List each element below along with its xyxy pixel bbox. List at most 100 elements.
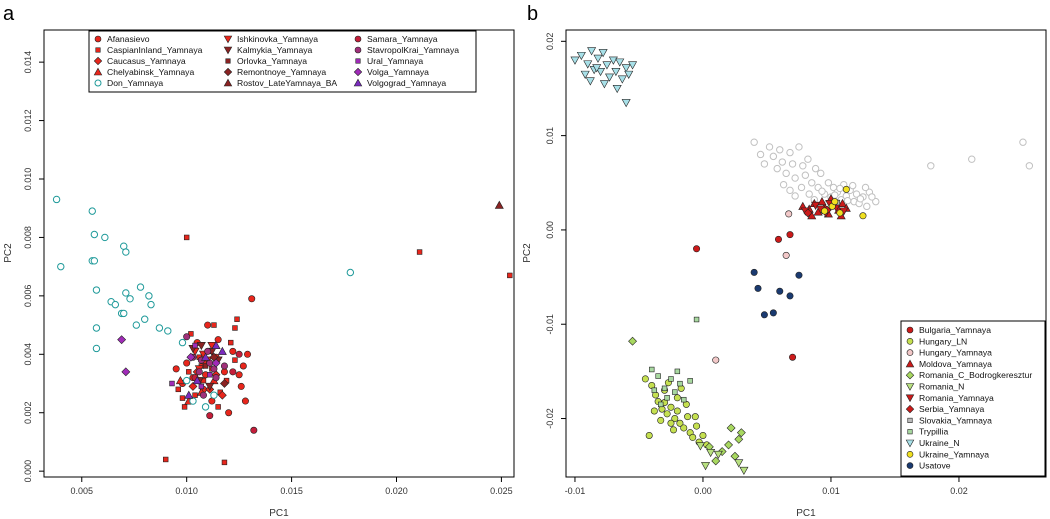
panel-a-ytick-label: 0.014	[23, 51, 33, 74]
point-don-yamnaya	[57, 262, 65, 271]
point-ukraine-n	[617, 75, 627, 84]
point-volgograd-yamnaya	[217, 346, 227, 355]
point-caspianinland-yamnaya	[211, 322, 217, 328]
point-don-yamnaya	[122, 248, 130, 256]
legend-label-volgograd-yamnaya: Volgograd_Yamnaya	[367, 78, 446, 88]
point-background	[849, 181, 857, 190]
point-volgograd-yamnaya	[211, 340, 221, 350]
point-hungary-ln	[663, 410, 671, 418]
point-background	[786, 186, 794, 195]
panel-b-ytick-label: 0.01	[545, 127, 555, 145]
legend-label-volga-yamnaya: Volga_Yamnaya	[367, 67, 429, 77]
point-ukraine-yamnaya	[831, 198, 839, 206]
point-background	[788, 160, 797, 168]
point-ural-yamnaya	[207, 372, 213, 378]
point-samara-yamnaya	[229, 368, 237, 376]
point-background	[778, 158, 787, 166]
point-caspianinland-yamnaya	[221, 459, 228, 466]
point-rostov-lateyamnaya-ba	[494, 200, 504, 209]
point-don-yamnaya	[111, 300, 120, 309]
point-ukraine-n	[576, 51, 586, 61]
point-ukraine-n	[583, 60, 593, 69]
point-don-yamnaya	[141, 315, 149, 323]
point-background	[818, 187, 826, 195]
point-afanasievo	[172, 365, 180, 373]
point-background	[817, 169, 825, 178]
legend-label-ishkinovka-yamnaya: Ishkinovka_Yamnaya	[237, 34, 318, 44]
point-background	[811, 164, 820, 173]
point-usatove	[760, 311, 768, 319]
legend-label-hungary-yamnaya: Hungary_Yamnaya	[919, 348, 992, 358]
point-don-yamnaya	[147, 300, 155, 309]
point-background	[786, 148, 794, 157]
legend-marker-ural-yamnaya	[355, 58, 361, 64]
point-romania-c-bodrogkeresztur	[736, 428, 746, 438]
point-caspianinland-yamnaya	[215, 404, 221, 410]
point-ukraine-n	[621, 99, 631, 108]
point-stavropolkrai-yamnaya	[199, 391, 207, 399]
legend-marker-serbia-yamnaya	[905, 404, 915, 414]
legend-marker-orlovka-yamnaya	[225, 58, 231, 64]
point-don-yamnaya	[210, 391, 218, 399]
point-usatove	[795, 271, 803, 279]
point-don-yamnaya	[155, 324, 164, 332]
point-volga-yamnaya	[117, 335, 127, 345]
legend-label-ural-yamnaya: Ural_Yamnaya	[367, 56, 423, 66]
panel-b-ytick-label: -0.02	[545, 408, 555, 429]
legend-marker-samara-yamnaya	[354, 35, 362, 43]
point-caspianinland-yamnaya	[181, 404, 188, 410]
point-don-yamnaya	[101, 233, 109, 242]
panel-a-legend-box	[88, 30, 477, 93]
point-ukraine-n	[628, 61, 638, 70]
point-chelyabinsk-yamnaya	[175, 375, 185, 385]
point-don-yamnaya	[92, 286, 101, 294]
legend-marker-kalmykia-yamnaya	[223, 46, 233, 55]
panel-a: a 0.005 0.010 0.015 0.020 0.0250.0000.0020.0…	[3, 3, 515, 519]
point-trypillia	[661, 385, 668, 392]
legend-label-moldova-yamnaya: Moldova_Yamnaya	[919, 359, 992, 369]
point-romania-n	[695, 442, 705, 451]
legend-marker-caspianinland-yamnaya	[95, 47, 101, 53]
legend-marker-ishkinovka-yamnaya	[223, 35, 233, 44]
point-afanasievo	[204, 321, 212, 329]
panel-b-ylabel: PC2	[522, 243, 533, 263]
point-trypillia	[649, 366, 655, 373]
point-bulgaria-yamnaya	[774, 235, 782, 243]
point-don-yamnaya	[126, 295, 134, 303]
point-trypillia	[655, 373, 661, 379]
point-hungary-ln	[650, 407, 658, 415]
point-don-yamnaya	[120, 309, 128, 318]
point-caucasus-yamnaya	[217, 390, 227, 400]
panel-a-ytick-label: 0.006	[23, 285, 33, 308]
point-background	[760, 160, 769, 168]
point-hungary-ln	[667, 419, 675, 427]
point-background	[765, 143, 774, 151]
legend-label-samara-yamnaya: Samara_Yamnaya	[367, 34, 438, 44]
point-ukraine-n	[612, 84, 622, 94]
point-hungary-ln	[657, 416, 665, 424]
point-don-yamnaya	[88, 207, 96, 215]
legend-marker-romania-n	[905, 383, 915, 391]
panel-a-ytick-label: 0.000	[23, 460, 33, 483]
legend-label-caucasus-yamnaya: Caucasus_Yamnaya	[107, 56, 186, 66]
legend-marker-volga-yamnaya	[353, 67, 363, 77]
point-background	[852, 190, 861, 198]
panel-a-ytick-label: 0.004	[23, 343, 33, 366]
point-usatove	[754, 284, 762, 292]
point-ukraine-n	[624, 70, 634, 79]
point-trypillia	[664, 395, 670, 401]
point-background	[836, 184, 844, 193]
point-volgograd-yamnaya	[201, 352, 211, 361]
point-caspianinland-yamnaya	[183, 234, 190, 241]
point-don-yamnaya	[164, 327, 172, 335]
legend-label-romania-yamnaya: Romania_Yamnaya	[919, 393, 994, 403]
point-hungary-ln	[673, 394, 681, 402]
point-trypillia	[681, 396, 687, 403]
point-ural-yamnaya	[198, 383, 205, 390]
point-don-yamnaya	[132, 321, 141, 329]
panel-b-ytick-label: 0.00	[545, 221, 555, 239]
point-ukraine-n	[585, 77, 595, 86]
point-serbia-yamnaya	[803, 208, 813, 218]
point-romania-c-bodrogkeresztur	[730, 451, 740, 461]
point-hungary-ln	[670, 426, 678, 434]
